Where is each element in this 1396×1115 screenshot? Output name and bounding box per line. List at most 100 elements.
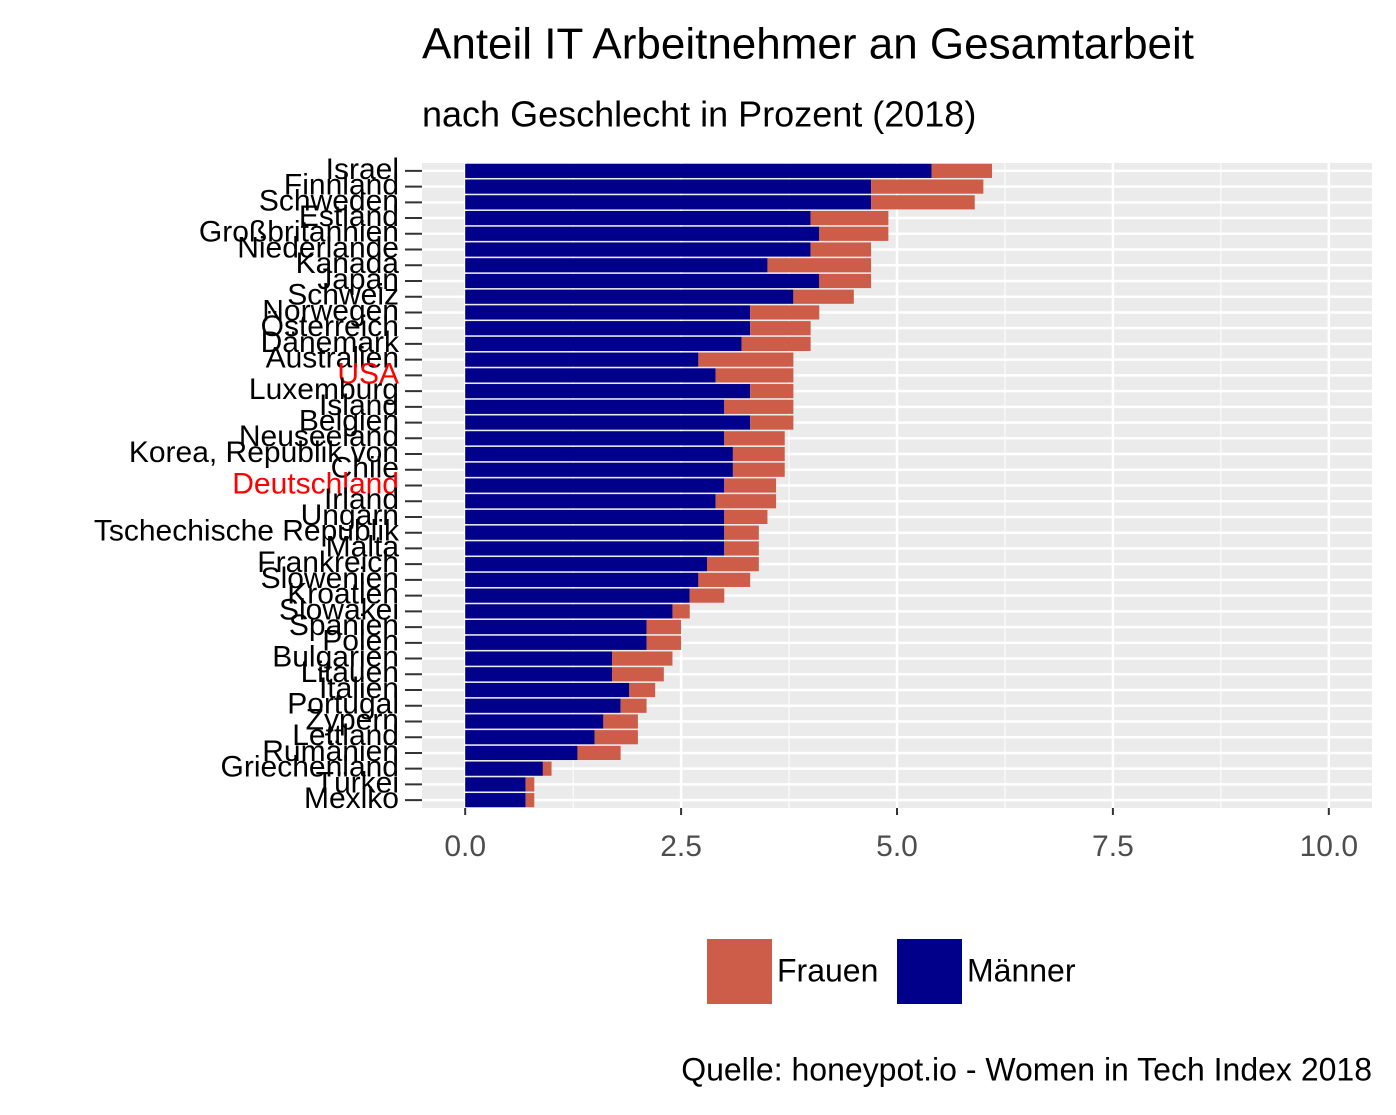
y-tick-label: Schweden bbox=[259, 184, 399, 217]
bar-segment bbox=[465, 226, 820, 241]
y-tick-label: Irland bbox=[324, 483, 399, 516]
y-tick-label: Island bbox=[319, 389, 399, 422]
y-tick-label: Israel bbox=[326, 153, 399, 186]
x-tick-label: 10.0 bbox=[1300, 830, 1358, 863]
bar-segment bbox=[810, 242, 872, 257]
y-tick-label: Chile bbox=[331, 452, 399, 485]
legend-key bbox=[707, 939, 772, 1004]
bar-segment bbox=[465, 305, 751, 320]
bar-segment bbox=[465, 509, 725, 525]
bar-segment bbox=[465, 682, 630, 698]
bar-segment bbox=[465, 777, 526, 792]
bar-segment bbox=[465, 541, 725, 556]
bar-segment bbox=[707, 557, 759, 572]
bar-segment bbox=[810, 210, 889, 226]
bar-segment bbox=[750, 321, 811, 336]
y-tick-label: Tschechische Republik bbox=[94, 515, 400, 548]
y-tick-label: Dänemark bbox=[261, 326, 400, 359]
bar-segment bbox=[750, 415, 794, 430]
y-tick-label: Slowenien bbox=[261, 562, 399, 595]
bar-segment bbox=[465, 179, 872, 194]
y-tick-label: Kanada bbox=[296, 247, 400, 280]
bar-segment bbox=[767, 258, 872, 273]
y-tick-label: Zypern bbox=[306, 703, 399, 736]
y-tick-label: Türkei bbox=[316, 766, 399, 799]
y-tick-label: Rumänien bbox=[262, 735, 399, 768]
legend-label: Frauen bbox=[777, 952, 878, 988]
bar-segment bbox=[750, 305, 820, 320]
x-tick-label: 5.0 bbox=[876, 830, 918, 863]
bar-segment bbox=[724, 431, 785, 446]
bar-segment bbox=[871, 195, 975, 210]
bar-segment bbox=[465, 210, 811, 226]
bar-segment bbox=[741, 336, 811, 351]
bar-segment bbox=[465, 478, 725, 493]
bar-segment bbox=[819, 273, 872, 289]
bar-segment bbox=[465, 651, 612, 666]
y-tick-label: Portugal bbox=[287, 688, 399, 721]
bar-segment bbox=[465, 557, 707, 572]
bar-segment bbox=[871, 179, 984, 194]
bar-segment bbox=[465, 273, 820, 289]
bar-segment bbox=[465, 572, 699, 587]
bar-segment bbox=[819, 226, 889, 241]
y-tick-label: Mexiko bbox=[304, 782, 399, 815]
bar-segment bbox=[465, 431, 725, 446]
bar-segment bbox=[603, 714, 638, 729]
bar-segment bbox=[465, 714, 604, 729]
y-tick-label: Litauen bbox=[301, 656, 399, 689]
bar-segment bbox=[724, 509, 768, 525]
bar-segment bbox=[525, 793, 535, 808]
bar-segment bbox=[465, 588, 690, 603]
bar-segment bbox=[698, 572, 751, 587]
y-tick-label: Großbritannien bbox=[199, 216, 399, 249]
bar-segment bbox=[672, 604, 690, 619]
y-tick-label: Korea, Republik von bbox=[129, 436, 399, 469]
bar-segment bbox=[465, 635, 647, 650]
bar-segment bbox=[698, 352, 794, 367]
bar-segment bbox=[465, 321, 751, 336]
bar-segment bbox=[646, 635, 682, 650]
chart-subtitle: nach Geschlecht in Prozent (2018) bbox=[422, 94, 976, 135]
bar-segment bbox=[465, 793, 526, 808]
chart-title: Anteil IT Arbeitnehmer an Gesamtarbeit bbox=[422, 20, 1194, 69]
bar-segment bbox=[465, 399, 725, 414]
y-tick-label: Ungarn bbox=[301, 499, 399, 532]
bar-segment bbox=[465, 462, 733, 477]
y-tick-label: Frankreich bbox=[257, 546, 399, 579]
legend-label: Männer bbox=[967, 952, 1076, 988]
bar-segment bbox=[465, 745, 578, 761]
bar-segment bbox=[715, 494, 777, 509]
y-tick-label: Norwegen bbox=[262, 294, 399, 327]
bar-segment bbox=[465, 336, 742, 351]
x-tick-label: 2.5 bbox=[660, 830, 702, 863]
y-tick-label: Japan bbox=[317, 263, 399, 296]
y-tick-label: Finnland bbox=[284, 169, 399, 202]
bar-segment bbox=[931, 163, 992, 178]
y-tick-label: Italien bbox=[319, 672, 399, 705]
bar-segment bbox=[465, 289, 794, 304]
y-tick-label: Polen bbox=[322, 625, 399, 658]
bar-segment bbox=[732, 462, 785, 477]
bar-segment bbox=[542, 761, 552, 776]
bar-segment bbox=[646, 620, 682, 635]
bar-segment bbox=[465, 352, 699, 367]
bar-segment bbox=[465, 368, 716, 383]
bar-segment bbox=[465, 195, 872, 210]
y-tick-label: Belgien bbox=[299, 404, 399, 437]
x-tick-label: 0.0 bbox=[444, 830, 486, 863]
bar-segment bbox=[465, 698, 621, 713]
y-tick-label: Estland bbox=[299, 200, 399, 233]
source-note: Quelle: honeypot.io - Women in Tech Inde… bbox=[681, 1051, 1372, 1087]
bar-segment bbox=[465, 242, 811, 257]
y-tick-label: Luxemburg bbox=[249, 373, 399, 406]
bar-segment bbox=[732, 446, 785, 462]
bar-segment bbox=[594, 730, 638, 745]
bar-segment bbox=[525, 777, 535, 792]
bar-segment bbox=[629, 682, 656, 698]
bar-segment bbox=[612, 651, 673, 666]
y-tick-label: USA bbox=[337, 357, 399, 390]
bar-segment bbox=[465, 494, 716, 509]
legend-key bbox=[897, 939, 962, 1004]
